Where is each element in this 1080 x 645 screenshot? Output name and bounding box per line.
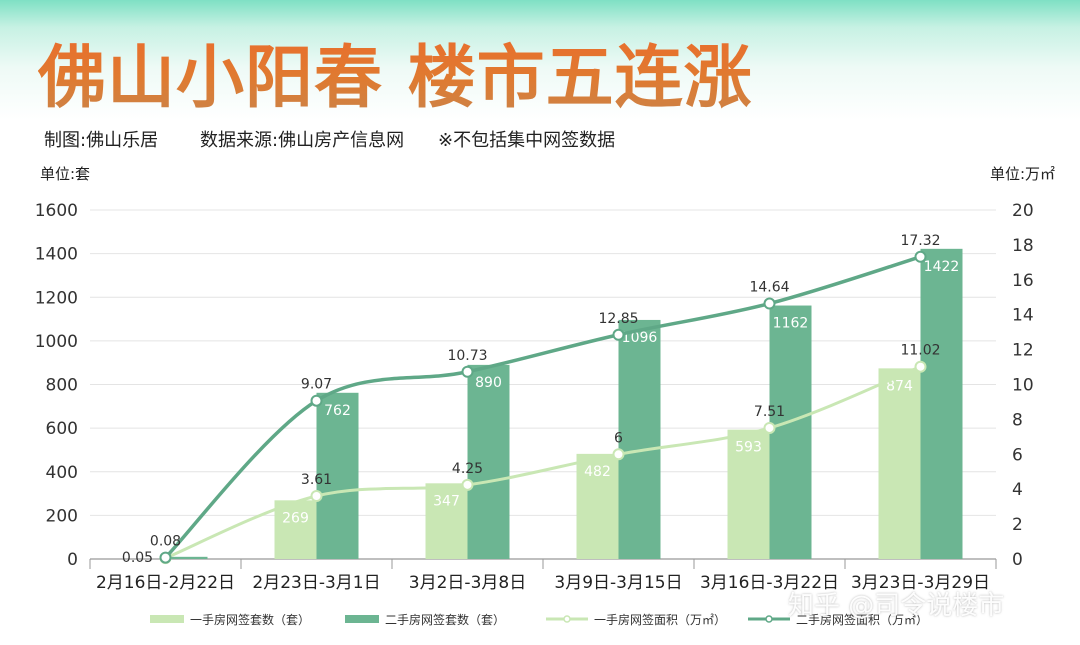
x-tick-label: 3月23日-3月29日	[851, 573, 990, 593]
note-text: ※不包括集中网签数据	[438, 130, 616, 151]
new-home-bar-label: 874	[886, 378, 913, 394]
second-hand-bar	[769, 305, 812, 559]
new-home-area-line	[164, 365, 922, 560]
header-background	[0, 0, 1080, 150]
second-hand-area-point	[763, 297, 776, 310]
right-tick-label: 12	[1012, 341, 1034, 361]
legend-label: 二手房网签套数（套）	[385, 612, 505, 627]
credit-text: 制图:佛山乐居	[44, 130, 159, 151]
legend-swatch	[150, 615, 184, 623]
second-hand-bar-label: 762	[324, 403, 351, 419]
second-hand-area-label: 0.08	[150, 534, 181, 550]
left-tick-label: 800	[46, 376, 78, 396]
new-home-bar-label: 347	[433, 493, 460, 509]
new-home-bar	[727, 429, 770, 559]
legend-marker	[563, 615, 571, 623]
right-tick-label: 4	[1012, 480, 1023, 500]
right-tick-label: 20	[1012, 201, 1034, 221]
second-hand-bar-label: 1422	[924, 259, 960, 275]
second-hand-bar	[920, 248, 963, 560]
second-hand-bar	[618, 319, 661, 559]
second-hand-bar	[467, 364, 510, 559]
x-tick-label: 2月16日-2月22日	[96, 573, 235, 593]
second-hand-area-label: 17.32	[900, 233, 940, 249]
x-tick-label: 3月2日-3月8日	[409, 573, 526, 593]
new-home-area-point	[763, 421, 776, 434]
second-hand-area-point	[310, 394, 323, 407]
new-home-bar	[425, 483, 468, 559]
second-hand-area-point	[461, 365, 474, 378]
right-tick-label: 18	[1012, 236, 1034, 256]
second-hand-bar	[165, 556, 208, 559]
new-home-area-label: 11.02	[900, 343, 940, 359]
second-hand-area-point	[612, 328, 625, 341]
second-hand-area-point	[914, 250, 927, 263]
legend-label: 一手房网签面积（万㎡）	[594, 612, 726, 627]
legend-label: 一手房网签套数（套）	[190, 612, 310, 627]
legend-label: 二手房网签面积（万㎡）	[796, 612, 928, 627]
right-tick-label: 16	[1012, 271, 1034, 291]
new-home-area-label: 0.05	[122, 550, 153, 566]
right-tick-label: 14	[1012, 306, 1034, 326]
new-home-area-label: 6	[614, 430, 623, 446]
left-tick-label: 1200	[35, 288, 78, 308]
left-tick-label: 400	[46, 463, 78, 483]
second-hand-bar-label: 1162	[773, 316, 809, 332]
left-tick-label: 1000	[35, 332, 78, 352]
right-tick-label: 10	[1012, 376, 1034, 396]
source-text: 数据来源:佛山房产信息网	[200, 130, 405, 151]
new-home-bar	[274, 500, 317, 559]
new-home-area-point	[310, 490, 323, 503]
right-tick-label: 2	[1012, 515, 1023, 535]
x-tick-label: 2月23日-3月1日	[252, 573, 380, 593]
right-tick-label: 6	[1012, 445, 1023, 465]
new-home-bar-label: 593	[735, 440, 762, 456]
left-tick-label: 200	[46, 506, 78, 526]
new-home-area-point	[914, 360, 927, 373]
new-home-area-label: 3.61	[301, 472, 332, 488]
left-axis-unit: 单位:套	[40, 165, 91, 183]
page-title: 佛山小阳春 楼市五连涨	[38, 22, 753, 121]
new-home-bar-label: 482	[584, 464, 611, 480]
second-hand-area-label: 10.73	[447, 348, 487, 364]
right-axis-unit: 单位:万㎡	[990, 165, 1056, 183]
second-hand-bar	[316, 392, 359, 559]
second-hand-bar-label: 1096	[622, 330, 658, 346]
right-tick-label: 8	[1012, 410, 1023, 430]
left-tick-label: 1600	[35, 201, 78, 221]
second-hand-area-label: 9.07	[301, 377, 332, 393]
x-tick-label: 3月16日-3月22日	[700, 573, 839, 593]
x-tick-label: 3月9日-3月15日	[554, 573, 682, 593]
new-home-area-point	[461, 478, 474, 491]
second-hand-area-label: 12.85	[598, 311, 638, 327]
second-hand-area-line	[164, 255, 922, 559]
new-home-bar	[878, 368, 921, 559]
right-tick-label: 0	[1012, 550, 1023, 570]
watermark: 知乎 @司令说楼市	[788, 591, 1005, 621]
new-home-area-point	[612, 448, 625, 461]
legend-swatch	[345, 615, 379, 623]
new-home-bar-label: 269	[282, 510, 309, 526]
second-hand-bar-label: 890	[475, 375, 502, 391]
new-home-bar	[576, 453, 619, 559]
second-hand-area-point	[159, 551, 172, 564]
new-home-area-label: 4.25	[452, 461, 483, 477]
left-tick-label: 600	[46, 419, 78, 439]
new-home-area-label: 7.51	[754, 404, 785, 420]
left-tick-label: 1400	[35, 245, 78, 265]
legend-marker	[765, 615, 773, 623]
second-hand-area-label: 14.64	[749, 280, 789, 296]
left-tick-label: 0	[67, 550, 78, 570]
